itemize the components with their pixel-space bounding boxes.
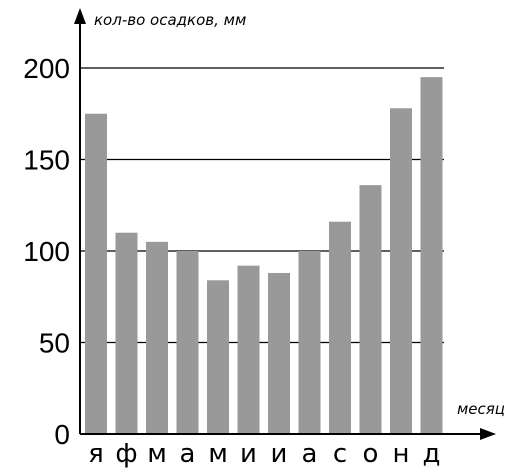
- y-tick-label: 100: [23, 236, 70, 267]
- x-tick-label: а: [302, 439, 318, 468]
- x-axis-arrowhead: [480, 428, 496, 440]
- y-tick-label: 150: [23, 145, 70, 176]
- bar: [115, 232, 138, 434]
- bar: [420, 77, 443, 435]
- axes: [74, 8, 496, 440]
- x-tick-label: и: [240, 439, 257, 468]
- bar: [85, 113, 107, 434]
- x-tick-label: и: [271, 439, 288, 468]
- x-tick-label: я: [88, 439, 104, 468]
- y-tick-label: 200: [23, 53, 70, 84]
- x-tick-label: д: [423, 439, 441, 468]
- x-tick-label: ф: [115, 439, 137, 468]
- bar: [268, 272, 290, 434]
- x-tick-label: а: [180, 439, 196, 468]
- x-tick-label: с: [333, 439, 347, 468]
- bar: [146, 241, 168, 434]
- x-tick-label: н: [393, 439, 410, 468]
- gridlines: [80, 67, 444, 344]
- x-tick-label: м: [208, 439, 228, 468]
- bar: [176, 251, 199, 434]
- x-axis-title: месяц: [457, 400, 505, 418]
- x-tick-label: м: [147, 439, 167, 468]
- y-tick-label: 50: [39, 328, 70, 359]
- x-tick-label: о: [363, 439, 379, 468]
- bar: [207, 280, 229, 434]
- y-axis-arrowhead: [74, 8, 86, 24]
- y-axis-title: кол-во осадков, мм: [94, 11, 246, 29]
- bar: [359, 185, 382, 434]
- bar: [237, 265, 260, 434]
- y-tick-labels: 0 50 100 150 200: [23, 53, 70, 450]
- bar: [298, 251, 321, 434]
- bars: [85, 77, 443, 435]
- bar: [390, 108, 412, 434]
- bar: [329, 221, 351, 434]
- y-tick-label: 0: [54, 419, 70, 450]
